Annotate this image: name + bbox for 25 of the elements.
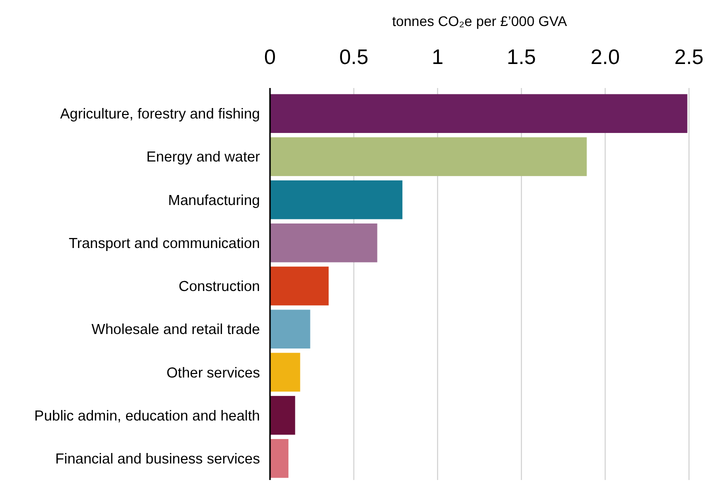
bar [270,94,688,133]
bar [270,180,402,220]
x-tick-label: 2.0 [590,46,620,69]
bar [270,310,310,349]
bar [270,396,296,435]
x-tick-label: 0.5 [339,46,368,69]
y-tick-label: Financial and business services [55,452,260,468]
y-tick-label: Other services [166,365,260,382]
y-tick-label: Public admin, education and health [34,408,260,424]
bar [270,137,587,176]
x-tick-label: 2.5 [674,46,704,69]
y-tick-label: Manufacturing [168,192,260,209]
y-tick-label: Agriculture, forestry and fishing [60,106,260,123]
bar [270,439,288,478]
y-tick-label: Transport and communication [68,236,260,252]
y-tick-label: Construction [178,279,260,296]
x-axis-title: tonnes CO₂e per £’000 GVA [392,13,568,29]
bar [270,223,378,262]
bar [270,352,300,392]
x-tick-label: 1 [432,46,444,69]
bar [270,266,329,306]
x-tick-label: 0 [264,46,276,69]
x-tick-label: 1.5 [506,46,536,69]
y-tick-label: Wholesale and retail trade [92,322,260,338]
y-tick-label: Energy and water [146,150,260,166]
